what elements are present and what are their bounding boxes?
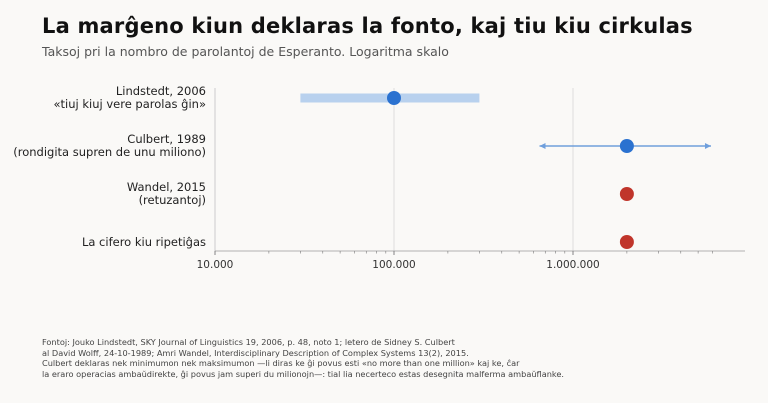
data-point	[387, 91, 401, 105]
row-label: «tiuj kiuj vere parolas ĝin»	[53, 97, 206, 111]
x-tick-label: 1.000.000	[546, 259, 599, 271]
source-line: al David Wolff, 24-10-1989; Amri Wandel,…	[42, 347, 469, 358]
data-point	[619, 235, 634, 249]
row-label: (retuzantoj)	[139, 193, 206, 207]
source-line: Fontoj: Jouko Lindstedt, SKY Journal of …	[42, 337, 455, 347]
x-tick-label: 10.000	[197, 259, 234, 271]
row-label: La cifero kiu ripetiĝas	[82, 235, 206, 249]
source-line: la eraro operacias ambaŭdirekte, ĝi povu…	[42, 368, 565, 379]
row-label: Wandel, 2015	[127, 180, 206, 194]
chart-subtitle: Taksoj pri la nombro de parolantoj de Es…	[42, 44, 449, 59]
source-line: Culbert deklaras nek minimumon nek maksi…	[42, 358, 520, 369]
row-label: Culbert, 1989	[127, 132, 206, 146]
x-tick-label: 100.000	[372, 259, 415, 271]
chart-title: La marĝeno kiun deklaras la fonto, kaj t…	[42, 14, 693, 38]
row-label: (rondigita supren de unu miliono)	[13, 145, 206, 159]
arrow-right-icon	[704, 143, 711, 149]
chart: 10.000 100.000 1.000.000 Lindstedt, 2006«ti…	[13, 84, 745, 271]
data-point	[619, 187, 634, 201]
data-point	[619, 139, 634, 153]
arrow-left-icon	[539, 143, 546, 149]
row-label: Lindstedt, 2006	[116, 84, 206, 98]
source-note: Fontoj: Jouko Lindstedt, SKY Journal of …	[42, 337, 742, 379]
